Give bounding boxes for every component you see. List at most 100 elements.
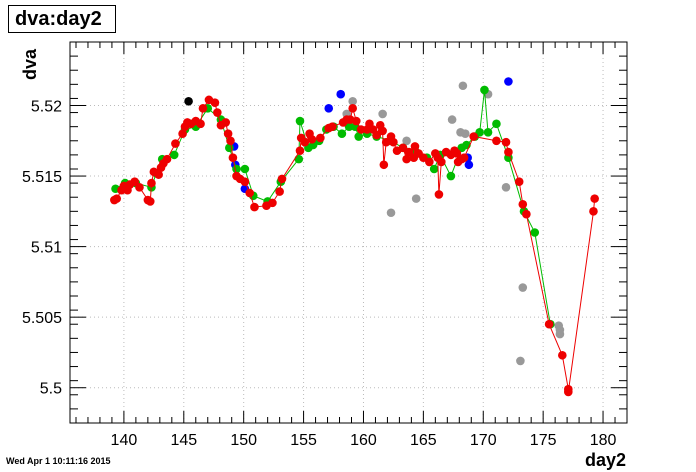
data-point (300, 137, 310, 147)
data-point (198, 104, 208, 113)
data-point (348, 96, 357, 106)
data-point (518, 199, 528, 209)
data-point (504, 77, 513, 86)
y-tick-label: 5.505 (22, 310, 62, 327)
x-tick-label: 180 (590, 432, 617, 449)
data-point (245, 188, 254, 198)
data-point (135, 183, 144, 192)
data-point (130, 177, 139, 186)
data-point (446, 171, 456, 181)
data-point (458, 81, 468, 91)
data-point (223, 129, 233, 139)
data-point (372, 130, 381, 140)
data-point (294, 154, 304, 164)
data-point (348, 104, 357, 113)
data-point (328, 122, 337, 131)
y-tick-label: 5.52 (31, 99, 62, 116)
x-tick-label: 150 (230, 432, 257, 449)
x-axis-label: day2 (584, 450, 626, 470)
data-point (425, 157, 434, 167)
data-point (434, 190, 444, 199)
data-point (464, 160, 474, 170)
data-point (169, 150, 179, 160)
data-point (475, 128, 484, 137)
data-point (196, 119, 205, 129)
x-tick-label: 170 (470, 432, 497, 449)
data-point (501, 137, 511, 147)
data-point (240, 164, 250, 174)
data-point (162, 154, 172, 164)
data-point (228, 153, 238, 163)
x-tick-label: 175 (530, 432, 557, 449)
data-point (483, 128, 493, 137)
data-point (402, 136, 411, 146)
data-point (501, 183, 511, 192)
data-point (590, 194, 599, 203)
data-point (492, 136, 501, 146)
data-point (112, 194, 122, 203)
data-point (379, 160, 389, 170)
data-point (221, 118, 231, 127)
data-point (564, 387, 573, 397)
x-tick-label: 165 (410, 432, 437, 449)
data-point (558, 350, 567, 360)
data-point (402, 154, 411, 164)
data-point (147, 178, 156, 188)
data-point (452, 149, 462, 158)
data-point (324, 104, 334, 113)
data-point (295, 146, 305, 155)
data-point (277, 174, 287, 184)
x-tick-label: 160 (350, 432, 377, 449)
chart-title: dva:day2 (8, 5, 116, 33)
data-point (145, 197, 155, 206)
data-point (356, 125, 366, 134)
data-point (389, 137, 398, 147)
data-point (530, 228, 540, 237)
data-point (184, 96, 193, 106)
x-tick-label: 155 (290, 432, 317, 449)
data-point (378, 126, 387, 136)
data-point (316, 133, 325, 143)
data-point (351, 116, 361, 126)
data-point (295, 116, 305, 126)
data-point (226, 136, 235, 146)
data-point (240, 177, 250, 186)
data-point (354, 132, 363, 141)
data-point (480, 85, 489, 95)
data-point (447, 115, 457, 124)
data-point (459, 153, 469, 163)
timestamp: Wed Apr 1 10:11:16 2015 (6, 456, 111, 466)
data-point (268, 198, 277, 208)
data-point (250, 202, 259, 212)
data-point (589, 207, 598, 216)
plot-frame (69, 41, 628, 424)
data-point (275, 187, 284, 196)
y-tick-label: 5.51 (31, 240, 62, 257)
data-point (344, 122, 354, 131)
data-point (429, 164, 439, 174)
data-point (460, 129, 470, 139)
data-point (516, 356, 525, 366)
data-point (504, 147, 513, 157)
data-point (419, 153, 428, 163)
data-point (469, 132, 478, 141)
data-point (213, 108, 222, 117)
data-point (336, 89, 346, 99)
x-tick-label: 145 (170, 432, 197, 449)
data-point (171, 139, 180, 148)
y-tick-label: 5.515 (22, 169, 62, 186)
data-point (544, 319, 554, 329)
data-point (437, 157, 446, 167)
data-point (307, 135, 317, 144)
data-point (404, 147, 414, 157)
data-point (411, 194, 421, 203)
data-point (514, 177, 524, 186)
data-point (398, 143, 408, 153)
data-point (381, 137, 391, 147)
plot-area (70, 42, 627, 423)
data-point (154, 170, 163, 179)
data-point (522, 209, 531, 219)
data-point (518, 283, 528, 292)
data-point (378, 109, 387, 119)
